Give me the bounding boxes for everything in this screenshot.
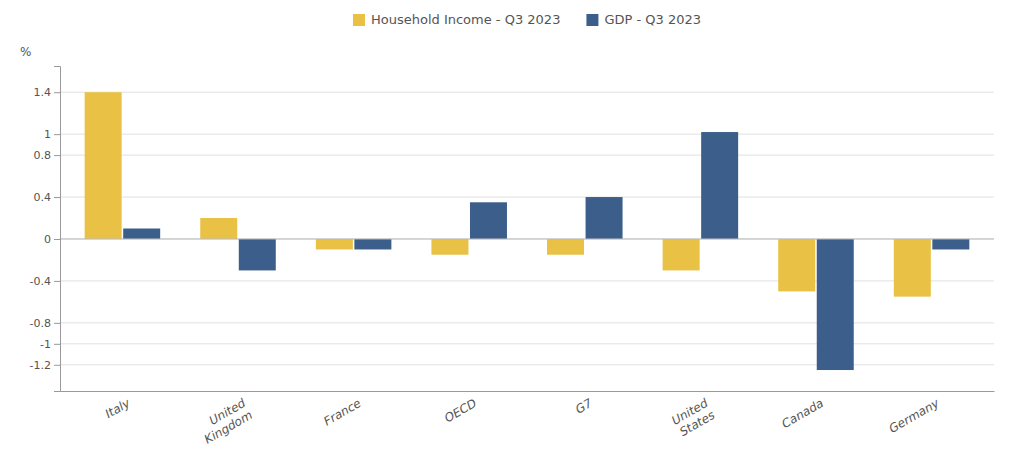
y-tick-mark bbox=[54, 92, 60, 93]
bar bbox=[123, 229, 160, 239]
legend-swatch bbox=[353, 14, 365, 26]
bar bbox=[778, 239, 815, 291]
y-tick: -0.8 bbox=[30, 317, 60, 330]
y-tick-mark bbox=[54, 197, 60, 198]
bar-series bbox=[85, 92, 931, 296]
x-tick: G7 bbox=[573, 396, 595, 417]
plot: -1.2 -1 -0.8 -0.4 0 0.4 0.8 1 1.4 Italy UnitedKing… bbox=[30, 67, 995, 447]
grid-line bbox=[60, 322, 994, 323]
bar-series bbox=[123, 132, 969, 370]
bar bbox=[663, 239, 700, 270]
legend-label: GDP - Q3 2023 bbox=[604, 12, 701, 27]
y-tick-mark bbox=[54, 365, 60, 366]
y-tick-label: 0.8 bbox=[34, 149, 52, 162]
x-tick-label: G7 bbox=[573, 396, 595, 417]
grid-line bbox=[60, 155, 994, 156]
x-tick: Germany bbox=[887, 396, 943, 436]
bar bbox=[239, 239, 276, 270]
y-tick-label: -0.4 bbox=[30, 275, 51, 288]
y-tick-mark bbox=[54, 155, 60, 156]
bar bbox=[470, 202, 507, 239]
x-tick-label: Germany bbox=[887, 396, 943, 436]
x-tick: UnitedStates bbox=[669, 396, 717, 440]
y-axis-line bbox=[54, 67, 61, 392]
y-tick: -1 bbox=[40, 338, 60, 351]
grid bbox=[60, 92, 994, 365]
grid-line bbox=[60, 364, 994, 365]
bar bbox=[431, 239, 468, 255]
zero-line bbox=[60, 238, 994, 239]
y-tick: 0.8 bbox=[34, 149, 61, 162]
bar bbox=[894, 239, 931, 297]
grid-line bbox=[60, 134, 994, 135]
grid-line bbox=[60, 238, 994, 239]
legend-item: GDP - Q3 2023 bbox=[586, 12, 701, 27]
bar bbox=[547, 239, 584, 255]
grid-line bbox=[60, 343, 994, 344]
bar bbox=[200, 218, 237, 239]
y-tick-label: 0.4 bbox=[34, 191, 52, 204]
grid-line bbox=[60, 92, 994, 93]
legend: Household Income - Q3 2023 GDP - Q3 2023 bbox=[353, 12, 701, 27]
x-tick: OECD bbox=[442, 396, 479, 425]
bar bbox=[85, 92, 122, 239]
y-tick: 1.4 bbox=[34, 86, 61, 99]
y-tick-mark bbox=[54, 134, 60, 135]
bar bbox=[354, 239, 391, 249]
y-tick-label: -0.8 bbox=[30, 317, 51, 330]
y-tick: 0.4 bbox=[34, 191, 61, 204]
x-tick: Canada bbox=[779, 396, 826, 431]
y-axis: -1.2 -1 -0.8 -0.4 0 0.4 0.8 1 1.4 bbox=[30, 67, 61, 392]
x-tick-label: Canada bbox=[779, 396, 826, 431]
grid-line bbox=[60, 280, 994, 281]
y-tick-label: -1 bbox=[40, 338, 51, 351]
y-tick: -1.2 bbox=[30, 359, 60, 372]
y-tick-label: 0 bbox=[44, 233, 51, 246]
x-tick-label: UnitedStates bbox=[669, 396, 717, 440]
y-tick: -0.4 bbox=[30, 275, 60, 288]
bar bbox=[701, 132, 738, 239]
y-tick-mark bbox=[54, 344, 60, 345]
x-tick-label: France bbox=[321, 396, 363, 429]
x-tick: UnitedKingdom bbox=[195, 396, 255, 447]
x-tick: France bbox=[321, 396, 363, 429]
chart: -1.2 -1 -0.8 -0.4 0 0.4 0.8 1 1.4 Italy UnitedKing… bbox=[0, 0, 1024, 475]
y-tick-mark bbox=[54, 239, 60, 240]
bar bbox=[586, 197, 623, 239]
legend-swatch bbox=[586, 14, 598, 26]
y-tick: 1 bbox=[44, 128, 60, 141]
x-tick-label: Italy bbox=[103, 396, 133, 422]
y-axis-label: % bbox=[20, 45, 31, 59]
grid-line bbox=[60, 197, 994, 198]
x-axis: Italy UnitedKingdom France OECD G7 UnitedStat… bbox=[61, 392, 995, 447]
y-tick: 0 bbox=[44, 233, 60, 246]
y-tick-mark bbox=[54, 281, 60, 282]
x-tick-label: UnitedKingdom bbox=[195, 396, 255, 447]
bar bbox=[932, 239, 969, 249]
bars bbox=[85, 92, 970, 370]
x-tick-label: OECD bbox=[442, 396, 479, 425]
bar bbox=[817, 239, 854, 370]
legend-item: Household Income - Q3 2023 bbox=[353, 12, 560, 27]
y-tick-label: 1 bbox=[44, 128, 51, 141]
legend-label: Household Income - Q3 2023 bbox=[371, 12, 560, 27]
x-axis-line bbox=[61, 391, 995, 392]
x-tick: Italy bbox=[103, 396, 133, 422]
y-tick-mark bbox=[54, 323, 60, 324]
bar bbox=[316, 239, 353, 249]
y-tick-label: -1.2 bbox=[30, 359, 51, 372]
y-tick-label: 1.4 bbox=[34, 86, 52, 99]
